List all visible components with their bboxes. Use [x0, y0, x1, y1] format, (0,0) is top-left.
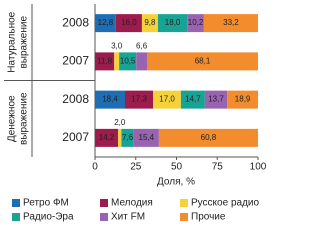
x-tick-label: 25	[130, 162, 142, 173]
bar-segment	[121, 128, 134, 147]
value-label: 17,3	[131, 95, 147, 104]
legend-swatch	[180, 213, 188, 221]
bar-segment	[133, 128, 159, 147]
bar-segment	[124, 90, 154, 109]
bar-segment	[115, 14, 142, 33]
value-label: 13,7	[208, 95, 224, 104]
value-label: 15,4	[139, 133, 155, 142]
value-label: 68,1	[195, 56, 211, 65]
bar-segment	[227, 90, 258, 109]
bar-segment	[95, 90, 125, 109]
bar-segment	[157, 14, 188, 33]
value-label: 10,2	[188, 18, 204, 27]
value-label: 12,8	[98, 18, 114, 27]
value-label: 16,0	[121, 18, 137, 27]
y-tick-label: 2007	[62, 130, 89, 144]
bar-segment	[136, 52, 147, 71]
value-label: 18,0	[165, 18, 181, 27]
value-label: 2,0	[114, 118, 126, 127]
legend-swatch	[12, 199, 20, 207]
value-label: 17,0	[159, 95, 175, 104]
bar-segment	[187, 14, 204, 33]
x-tick-label: 75	[212, 162, 224, 173]
bar-segment	[203, 14, 258, 33]
value-label: 11,8	[97, 56, 113, 65]
bar-segment	[95, 128, 119, 147]
bar-segment	[95, 14, 116, 33]
bar-segment	[118, 128, 122, 147]
bar-segment	[114, 52, 120, 71]
group-label: Натуральное	[7, 11, 18, 72]
value-label: 60,8	[201, 133, 217, 142]
legend-label: Хит FM	[111, 212, 145, 223]
value-label: 7,6	[122, 133, 134, 142]
bar-segment	[158, 128, 258, 147]
value-label: 14,2	[99, 133, 115, 142]
legend-label: Прочие	[191, 212, 226, 223]
value-label: 33,2	[223, 18, 239, 27]
bar-segment	[95, 52, 115, 71]
legend-label: Русское радио	[191, 198, 259, 209]
legend-label: Радио-Эра	[23, 212, 74, 223]
x-axis-label: Доля, %	[157, 177, 195, 188]
y-tick-label: 2007	[62, 54, 89, 68]
value-label: 18,9	[235, 95, 251, 104]
legend-swatch	[12, 213, 20, 221]
value-label: 10,5	[120, 56, 136, 65]
group-label: выражение	[19, 92, 30, 145]
background	[0, 0, 280, 240]
legend-label: Мелодия	[111, 198, 153, 209]
value-label: 14,7	[185, 95, 201, 104]
legend-swatch	[100, 199, 108, 207]
value-label: 18,4	[102, 95, 118, 104]
x-tick-label: 50	[171, 162, 183, 173]
legend-swatch	[100, 213, 108, 221]
y-tick-label: 2008	[62, 92, 89, 106]
bar-segment	[153, 90, 181, 109]
bar-segment	[141, 14, 158, 33]
group-label: выражение	[19, 16, 30, 69]
value-label: 9,8	[144, 18, 156, 27]
bar-segment	[204, 90, 228, 109]
value-label: 3,0	[111, 41, 123, 50]
y-tick-label: 2008	[62, 15, 89, 29]
bar-segment	[119, 52, 137, 71]
bar-segment	[146, 52, 258, 71]
value-label: 6,6	[136, 41, 148, 50]
legend-swatch	[180, 199, 188, 207]
x-tick-label: 100	[250, 162, 267, 173]
bar-segment	[180, 90, 205, 109]
legend-label: Ретро ФМ	[23, 198, 69, 209]
group-label: Денежное	[7, 95, 18, 142]
x-tick-label: 0	[92, 162, 98, 173]
